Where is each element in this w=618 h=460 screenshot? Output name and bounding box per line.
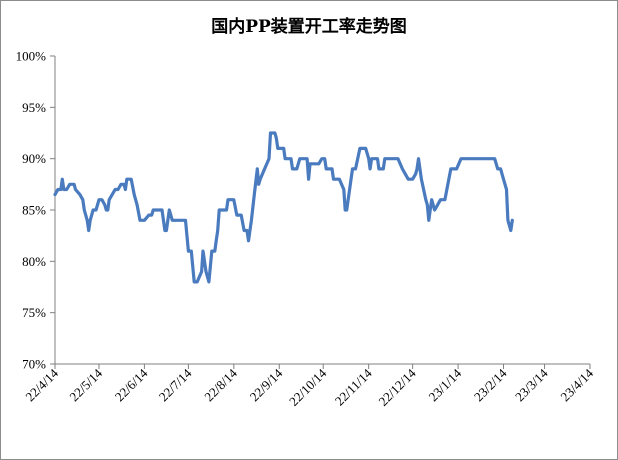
x-tick-label: 22/11/14 [332, 365, 375, 408]
y-tick-label: 75% [22, 305, 46, 320]
x-tick-label: 22/10/14 [286, 365, 330, 409]
series [53, 131, 514, 284]
chart-title: 国内PP装置开工率走势图 [211, 17, 407, 37]
y-tick-label: 100% [16, 49, 47, 64]
y-ticks: 70% 75% 80% 85% 90% 95% 100% [16, 49, 55, 372]
y-tick-label: 70% [22, 357, 46, 372]
x-tick-label: 22/9/14 [247, 365, 286, 404]
y-tick-label: 95% [22, 100, 46, 115]
x-tick-label: 22/5/14 [66, 365, 105, 404]
series-line [53, 131, 514, 284]
x-tick-label: 23/4/14 [557, 365, 596, 404]
x-tick-label: 22/6/14 [112, 365, 151, 404]
y-tick-label: 85% [22, 203, 46, 218]
axes [54, 56, 590, 365]
x-tick-label: 22/7/14 [156, 365, 195, 404]
y-tick-label: 80% [22, 254, 46, 269]
x-tick-label: 23/2/14 [471, 365, 510, 404]
y-tick-label: 90% [22, 151, 46, 166]
x-tick-label: 23/1/14 [426, 365, 465, 404]
x-tick-label: 23/3/14 [512, 365, 551, 404]
x-tick-label: 22/12/14 [375, 365, 419, 409]
x-tick-label: 22/8/14 [201, 365, 240, 404]
x-ticks: 22/4/14 22/5/14 22/6/14 22/7/14 22/8/14 22/9/… [22, 364, 596, 409]
